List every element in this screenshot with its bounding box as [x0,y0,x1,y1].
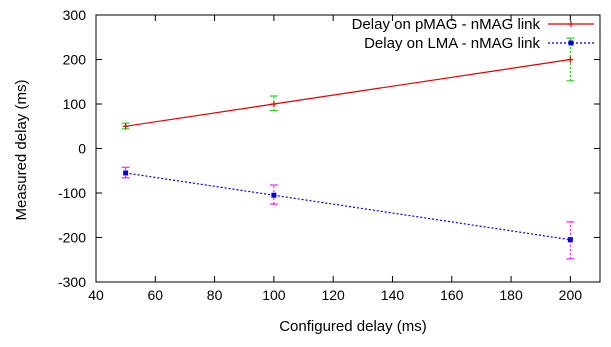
legend: Delay on pMAG - nMAG link Delay on LMA - … [352,16,594,52]
square-marker [123,170,129,176]
data-point [567,237,573,243]
y-tick-label: -300 [58,274,86,290]
plot-frame-rect [95,14,601,283]
x-tick-label: 180 [499,287,523,303]
square-marker [568,40,574,46]
data-point [122,123,129,130]
data-series [121,37,575,260]
y-tick-label: -100 [58,185,86,201]
y-tick-label: 100 [63,96,87,112]
y-tick-label: 300 [63,7,87,23]
x-tick-label: 140 [381,287,405,303]
x-tick-label: 40 [88,287,104,303]
series-line-segment [125,103,274,127]
square-marker [271,192,277,198]
square-marker [567,237,573,243]
series-2 [121,166,575,260]
data-point [567,56,574,63]
x-tick-label: 80 [207,287,223,303]
x-tick-label: 160 [440,287,464,303]
axis-ticks: 40 60 80 100 120 140 160 180 200 -300 -200 -100 0 100… [58,7,600,303]
x-tick-label: 120 [321,287,345,303]
series-line-segment [273,58,571,105]
data-point [271,192,277,198]
y-tick-label: 200 [63,52,87,68]
data-point [270,101,277,107]
x-tick-label: 60 [148,287,164,303]
x-tick-label: 200 [559,287,583,303]
series-1 [121,37,575,130]
y-tick-label: 0 [78,141,86,157]
x-tick-label: 100 [262,287,286,303]
x-axis-label: Configured delay (ms) [279,318,427,335]
plot-frame [95,14,601,283]
legend-label-2: Delay on LMA - nMAG link [364,35,540,52]
series-line-segment [273,194,571,241]
legend-label-1: Delay on pMAG - nMAG link [352,16,541,33]
y-axis-label: Measured delay (ms) [13,80,30,221]
series-line-segment [125,172,274,196]
y-tick-label: -200 [58,230,86,246]
data-point [123,170,129,176]
